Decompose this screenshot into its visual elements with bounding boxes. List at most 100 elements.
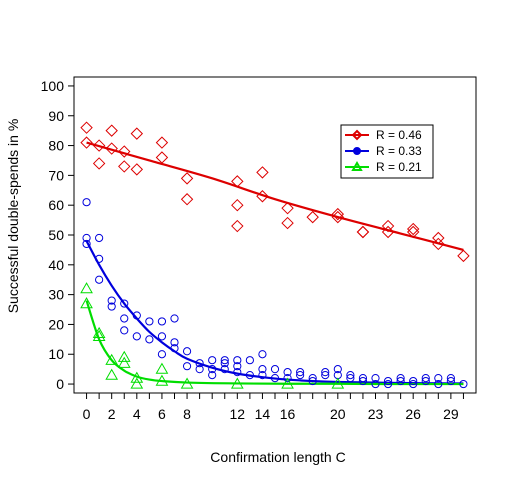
data-point — [371, 379, 380, 389]
data-point — [381, 225, 395, 239]
data-point — [281, 201, 294, 215]
x-tick-label: 29 — [443, 406, 459, 422]
data-point — [421, 373, 430, 383]
x-tick-label: 20 — [330, 406, 346, 422]
data-point — [92, 139, 106, 152]
data-point — [170, 344, 179, 353]
data-point — [421, 376, 430, 386]
data-point — [258, 365, 267, 374]
data-point — [331, 377, 345, 389]
x-tick-label: 12 — [230, 406, 246, 422]
legend-marker — [353, 147, 361, 155]
data-point — [446, 376, 455, 386]
data-point — [92, 329, 106, 341]
data-point — [82, 198, 91, 207]
fit-lines — [85, 141, 464, 386]
data-point — [130, 163, 144, 176]
x-axis: 0 2 4 6 8 12 14 16 20 23 26 29 — [83, 393, 464, 422]
data-point — [182, 347, 192, 356]
data-point — [80, 297, 93, 309]
legend-label: R = 0.46 — [376, 128, 422, 142]
data-point — [95, 254, 104, 263]
data-points — [80, 121, 470, 389]
data-point — [208, 356, 217, 365]
data-point — [92, 326, 106, 339]
data-point — [331, 207, 345, 221]
data-point — [281, 377, 294, 389]
y-axis: 0 10 20 30 40 50 60 70 80 90 100 — [41, 78, 74, 392]
x-tick-label: 23 — [368, 406, 384, 422]
y-tick-label: 70 — [48, 167, 64, 183]
legend: R = 0.46 R = 0.33 R = 0.21 — [340, 124, 434, 179]
data-point — [371, 373, 380, 383]
data-point — [120, 314, 129, 323]
legend-marker — [351, 160, 363, 171]
data-point — [358, 373, 368, 383]
y-tick-label: 40 — [48, 257, 64, 273]
y-tick-label: 10 — [48, 346, 64, 362]
data-point — [281, 216, 294, 230]
data-point — [120, 299, 129, 308]
y-tick-label: 0 — [56, 376, 64, 392]
data-point — [231, 219, 244, 233]
data-point — [155, 362, 169, 374]
data-point — [130, 371, 144, 383]
data-point — [356, 225, 370, 239]
legend-marker — [351, 129, 363, 141]
data-point — [321, 371, 330, 380]
data-point — [383, 376, 393, 386]
data-point — [157, 350, 167, 359]
data-point — [256, 190, 269, 203]
x-tick-label: 0 — [83, 406, 91, 422]
data-point — [220, 356, 229, 365]
y-tick-label: 90 — [48, 108, 64, 124]
data-point — [245, 356, 254, 365]
data-point — [157, 317, 167, 326]
data-point — [120, 326, 129, 335]
data-point — [82, 233, 91, 243]
data-point — [434, 379, 443, 389]
data-point — [170, 338, 179, 347]
y-tick-label: 20 — [48, 316, 64, 332]
data-point — [230, 377, 244, 389]
data-point — [220, 359, 229, 368]
data-point — [233, 368, 242, 377]
data-point — [406, 225, 420, 239]
data-point — [432, 231, 445, 245]
data-point — [331, 210, 345, 224]
data-point — [170, 314, 179, 323]
data-point — [233, 356, 242, 365]
data-point — [107, 302, 116, 311]
data-point — [459, 379, 468, 389]
data-point — [233, 362, 242, 371]
data-point — [258, 350, 267, 359]
data-point — [118, 145, 131, 158]
data-point — [231, 198, 244, 212]
data-point — [118, 160, 131, 173]
data-point — [358, 376, 368, 386]
data-point — [432, 237, 445, 251]
data-point — [182, 362, 192, 371]
data-point — [434, 373, 443, 383]
data-point — [105, 142, 118, 155]
x-tick-label: 26 — [405, 406, 421, 422]
data-point — [95, 275, 104, 284]
data-point — [283, 373, 292, 383]
data-point — [296, 371, 305, 380]
data-point — [107, 296, 116, 305]
data-point — [82, 239, 91, 249]
data-point — [145, 335, 154, 344]
data-point — [92, 157, 106, 170]
data-point — [105, 368, 119, 380]
data-point — [117, 356, 131, 368]
x-tick-label: 2 — [108, 406, 116, 422]
data-point — [130, 377, 144, 389]
y-tick-label: 80 — [48, 138, 64, 154]
x-tick-label: 14 — [255, 406, 271, 422]
data-point — [381, 219, 395, 233]
x-tick-label: 6 — [158, 406, 166, 422]
data-point — [306, 210, 319, 224]
x-tick-label: 16 — [280, 406, 296, 422]
data-point — [220, 365, 229, 374]
